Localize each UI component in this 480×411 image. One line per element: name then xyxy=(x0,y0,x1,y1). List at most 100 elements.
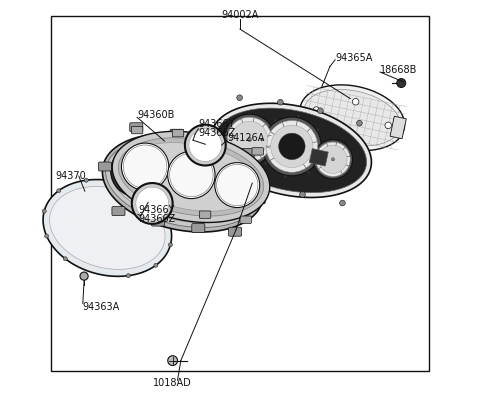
Circle shape xyxy=(237,95,242,101)
Circle shape xyxy=(154,263,158,267)
Circle shape xyxy=(206,169,253,217)
Text: 94002A: 94002A xyxy=(221,10,259,20)
Circle shape xyxy=(166,218,170,222)
Circle shape xyxy=(316,142,350,177)
Circle shape xyxy=(321,152,324,154)
Circle shape xyxy=(265,162,267,164)
Text: 94363A: 94363A xyxy=(83,302,120,312)
Circle shape xyxy=(169,153,213,197)
Circle shape xyxy=(289,144,294,149)
Polygon shape xyxy=(185,125,226,166)
Circle shape xyxy=(279,133,305,159)
FancyBboxPatch shape xyxy=(172,129,184,137)
Polygon shape xyxy=(309,149,328,166)
Circle shape xyxy=(168,151,215,199)
Text: 94366Z: 94366Z xyxy=(138,214,175,224)
Text: 1018AD: 1018AD xyxy=(153,378,192,388)
Text: 94365A: 94365A xyxy=(335,53,372,63)
Circle shape xyxy=(397,79,406,88)
Polygon shape xyxy=(304,90,400,146)
Circle shape xyxy=(147,195,151,199)
FancyBboxPatch shape xyxy=(228,227,241,236)
Text: 94126A: 94126A xyxy=(227,133,264,143)
Circle shape xyxy=(346,130,352,137)
Circle shape xyxy=(80,272,88,280)
FancyBboxPatch shape xyxy=(132,127,143,134)
Circle shape xyxy=(277,99,283,105)
Circle shape xyxy=(261,139,263,141)
Circle shape xyxy=(297,115,300,118)
Circle shape xyxy=(158,155,209,205)
FancyBboxPatch shape xyxy=(130,123,143,132)
Circle shape xyxy=(357,120,362,126)
FancyBboxPatch shape xyxy=(199,211,211,218)
Polygon shape xyxy=(132,183,173,224)
Text: 94370: 94370 xyxy=(56,171,86,181)
Polygon shape xyxy=(102,134,264,232)
Polygon shape xyxy=(189,129,222,162)
Circle shape xyxy=(45,234,48,238)
Circle shape xyxy=(339,200,345,206)
Circle shape xyxy=(111,146,161,196)
FancyBboxPatch shape xyxy=(240,216,252,224)
Circle shape xyxy=(231,121,268,158)
Circle shape xyxy=(216,164,258,206)
Circle shape xyxy=(274,119,276,122)
Circle shape xyxy=(260,183,265,189)
Polygon shape xyxy=(110,143,255,223)
Circle shape xyxy=(168,356,178,365)
Polygon shape xyxy=(390,116,406,139)
Circle shape xyxy=(308,171,310,173)
Circle shape xyxy=(84,178,88,182)
Circle shape xyxy=(319,145,347,173)
Circle shape xyxy=(331,158,335,161)
Circle shape xyxy=(352,99,359,105)
Circle shape xyxy=(385,122,392,129)
Text: 94360B: 94360B xyxy=(137,110,175,120)
Circle shape xyxy=(168,243,172,247)
Circle shape xyxy=(126,274,131,278)
Circle shape xyxy=(42,209,46,213)
Polygon shape xyxy=(216,108,367,193)
Text: 18668B: 18668B xyxy=(380,65,418,75)
Polygon shape xyxy=(49,187,165,269)
Polygon shape xyxy=(112,132,270,222)
Circle shape xyxy=(227,117,272,162)
Bar xyxy=(51,16,429,371)
FancyBboxPatch shape xyxy=(241,148,254,157)
FancyBboxPatch shape xyxy=(170,129,183,138)
Circle shape xyxy=(313,140,352,179)
FancyBboxPatch shape xyxy=(252,195,265,204)
FancyBboxPatch shape xyxy=(213,136,224,144)
Polygon shape xyxy=(43,180,171,276)
Text: 94366Z: 94366Z xyxy=(198,128,236,138)
Polygon shape xyxy=(136,187,168,220)
FancyBboxPatch shape xyxy=(112,207,125,216)
Circle shape xyxy=(300,192,305,197)
Circle shape xyxy=(220,175,226,180)
Circle shape xyxy=(121,143,169,190)
Polygon shape xyxy=(106,139,260,227)
Polygon shape xyxy=(300,85,405,150)
FancyBboxPatch shape xyxy=(159,206,170,213)
Circle shape xyxy=(266,120,318,172)
Text: 94366Y: 94366Y xyxy=(198,119,235,129)
FancyBboxPatch shape xyxy=(252,148,264,155)
Circle shape xyxy=(209,172,251,214)
Polygon shape xyxy=(211,103,372,197)
Polygon shape xyxy=(123,143,259,211)
FancyBboxPatch shape xyxy=(98,162,111,171)
Circle shape xyxy=(114,149,158,193)
FancyBboxPatch shape xyxy=(192,224,205,233)
Circle shape xyxy=(224,114,275,165)
Polygon shape xyxy=(119,138,264,216)
Circle shape xyxy=(161,157,206,202)
Circle shape xyxy=(284,175,287,178)
Text: 94366Y: 94366Y xyxy=(138,205,174,215)
Circle shape xyxy=(317,108,323,113)
Circle shape xyxy=(57,189,61,193)
Circle shape xyxy=(248,137,252,141)
Circle shape xyxy=(123,145,167,189)
Circle shape xyxy=(316,128,319,131)
Circle shape xyxy=(313,107,320,113)
